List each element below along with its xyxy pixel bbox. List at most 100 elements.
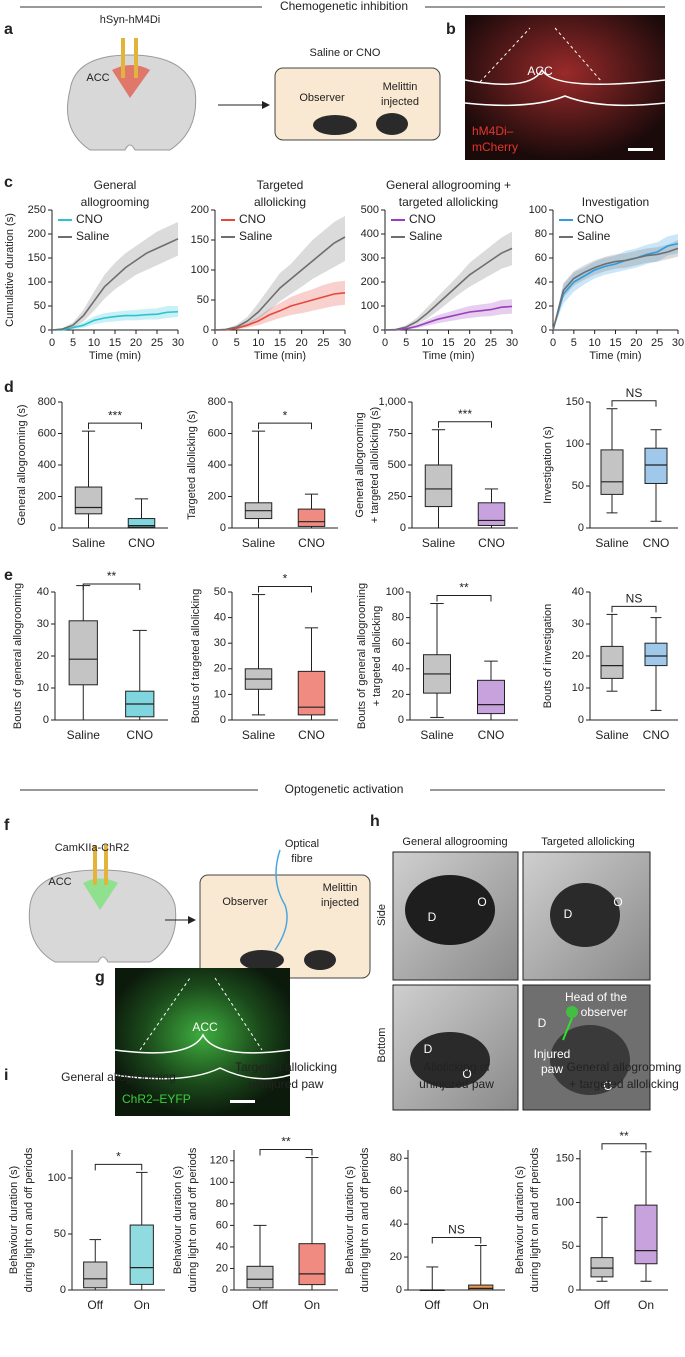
significance-label: ** xyxy=(459,581,469,595)
y-tick-label: 10 xyxy=(37,682,49,694)
y-axis-label: during light on and off periods xyxy=(529,1147,541,1292)
observer-label: Observer xyxy=(222,896,268,908)
y-tick-label: 200 xyxy=(361,276,379,288)
scale-bar xyxy=(230,1100,255,1103)
legend-label: Saline xyxy=(76,229,110,243)
x-tick-label: 20 xyxy=(296,337,308,349)
x-tick-label: 10 xyxy=(421,337,433,349)
stain-label: ChR2–EYFP xyxy=(122,1092,191,1106)
x-tick-label: Saline xyxy=(595,536,629,550)
y-tick-label: 100 xyxy=(566,438,584,450)
optical-fibre xyxy=(274,849,288,951)
y-tick-label: 50 xyxy=(214,586,226,598)
y-tick-label: 0 xyxy=(541,324,547,336)
brain xyxy=(28,869,177,963)
x-axis-label: Time (min) xyxy=(589,350,641,362)
x-tick-label: 30 xyxy=(672,337,684,349)
y-tick-label: 0 xyxy=(60,1284,66,1296)
box xyxy=(297,670,326,716)
x-tick-label: Saline xyxy=(242,536,276,550)
x-tick-label: CNO xyxy=(126,728,153,742)
y-tick-label: 50 xyxy=(562,1240,574,1252)
x-tick-label: 25 xyxy=(651,337,663,349)
significance-bracket xyxy=(258,422,312,430)
x-tick-label: 0 xyxy=(550,337,556,349)
box xyxy=(468,1284,494,1291)
panel-label: i xyxy=(4,1067,8,1084)
y-tick-label: 120 xyxy=(210,1155,228,1167)
line xyxy=(214,236,346,331)
x-tick-label: 0 xyxy=(382,337,388,349)
y-tick-label: 30 xyxy=(214,637,226,649)
significance-label: NS xyxy=(448,1223,465,1237)
y-tick-label: 30 xyxy=(37,618,49,630)
y-axis-label: Investigation (s) xyxy=(542,426,554,504)
significance-label: ** xyxy=(619,1129,629,1143)
confidence-band xyxy=(553,240,678,330)
y-tick-label: 30 xyxy=(572,618,584,630)
y-tick-label: 60 xyxy=(390,1185,402,1197)
image-g: ACC ChR2–EYFP xyxy=(114,968,291,1116)
y-tick-label: 0 xyxy=(222,1284,228,1296)
y-axis-label: Behaviour duration (s) xyxy=(514,1166,526,1274)
box xyxy=(74,486,103,515)
chart-title: + targeted allolicking xyxy=(569,1077,679,1091)
significance-label: *** xyxy=(458,407,472,421)
box xyxy=(129,1224,154,1285)
y-axis-label: Behaviour duration (s) xyxy=(172,1166,184,1274)
x-tick-label: 25 xyxy=(151,337,163,349)
x-tick-label: CNO xyxy=(128,536,155,550)
significance-bracket xyxy=(438,421,492,428)
annotation: observer xyxy=(581,1005,628,1019)
y-tick-label: 60 xyxy=(216,1219,228,1231)
y-axis-label: Bouts of general allogrooming xyxy=(356,583,368,729)
confidence-band xyxy=(215,280,345,330)
legend-label: Saline xyxy=(577,229,611,243)
schematic-a: hSyn-hM4Di ACC Saline or CNO Observer Me… xyxy=(67,14,441,151)
acc-region xyxy=(83,878,118,910)
panel-label: h xyxy=(370,813,380,830)
significance-bracket xyxy=(436,595,492,602)
brain xyxy=(67,54,197,151)
significance-label: NS xyxy=(626,592,643,606)
mouse xyxy=(410,1032,490,1088)
y-tick-label: 100 xyxy=(361,300,379,312)
y-tick-label: 300 xyxy=(361,252,379,264)
legend-label: CNO xyxy=(577,212,604,226)
y-tick-label: 20 xyxy=(37,650,49,662)
x-tick-label: 30 xyxy=(339,337,351,349)
panel-label: g xyxy=(95,969,105,986)
x-tick-label: CNO xyxy=(478,728,505,742)
y-tick-label: 40 xyxy=(392,663,404,675)
significance-label: *** xyxy=(108,408,122,422)
significance-bracket xyxy=(82,583,141,590)
x-tick-label: 10 xyxy=(589,337,601,349)
y-axis-label: Bouts of general allogrooming xyxy=(12,583,24,729)
paw-marker xyxy=(566,1006,578,1018)
y-tick-label: 400 xyxy=(38,459,56,471)
y-tick-label: 200 xyxy=(191,204,209,216)
y-tick-label: 10 xyxy=(214,688,226,700)
significance-label: ** xyxy=(281,1135,291,1149)
y-tick-label: 20 xyxy=(392,688,404,700)
y-axis-label: Bouts of investigation xyxy=(542,604,554,709)
x-tick-label: On xyxy=(304,1298,320,1312)
chart-title: Targeted allolicking xyxy=(235,1060,337,1074)
chart-title: uninjured paw xyxy=(419,1077,494,1091)
significance-bracket xyxy=(259,1149,313,1156)
x-tick-label: 30 xyxy=(506,337,518,349)
y-axis-label: during light on and off periods xyxy=(187,1147,199,1292)
box xyxy=(590,1257,614,1278)
y-tick-label: 20 xyxy=(390,1251,402,1263)
line xyxy=(52,310,179,331)
mouse-label: O xyxy=(603,1079,612,1093)
treatment-label: Saline or CNO xyxy=(310,47,381,59)
x-axis-label: Time (min) xyxy=(89,350,141,362)
box xyxy=(424,464,453,508)
y-tick-label: 500 xyxy=(361,204,379,216)
significance-label: * xyxy=(283,408,288,422)
y-tick-label: 600 xyxy=(38,427,56,439)
y-tick-label: 0 xyxy=(50,522,56,534)
y-axis-label: Bouts of targeted allolicking xyxy=(190,589,202,724)
